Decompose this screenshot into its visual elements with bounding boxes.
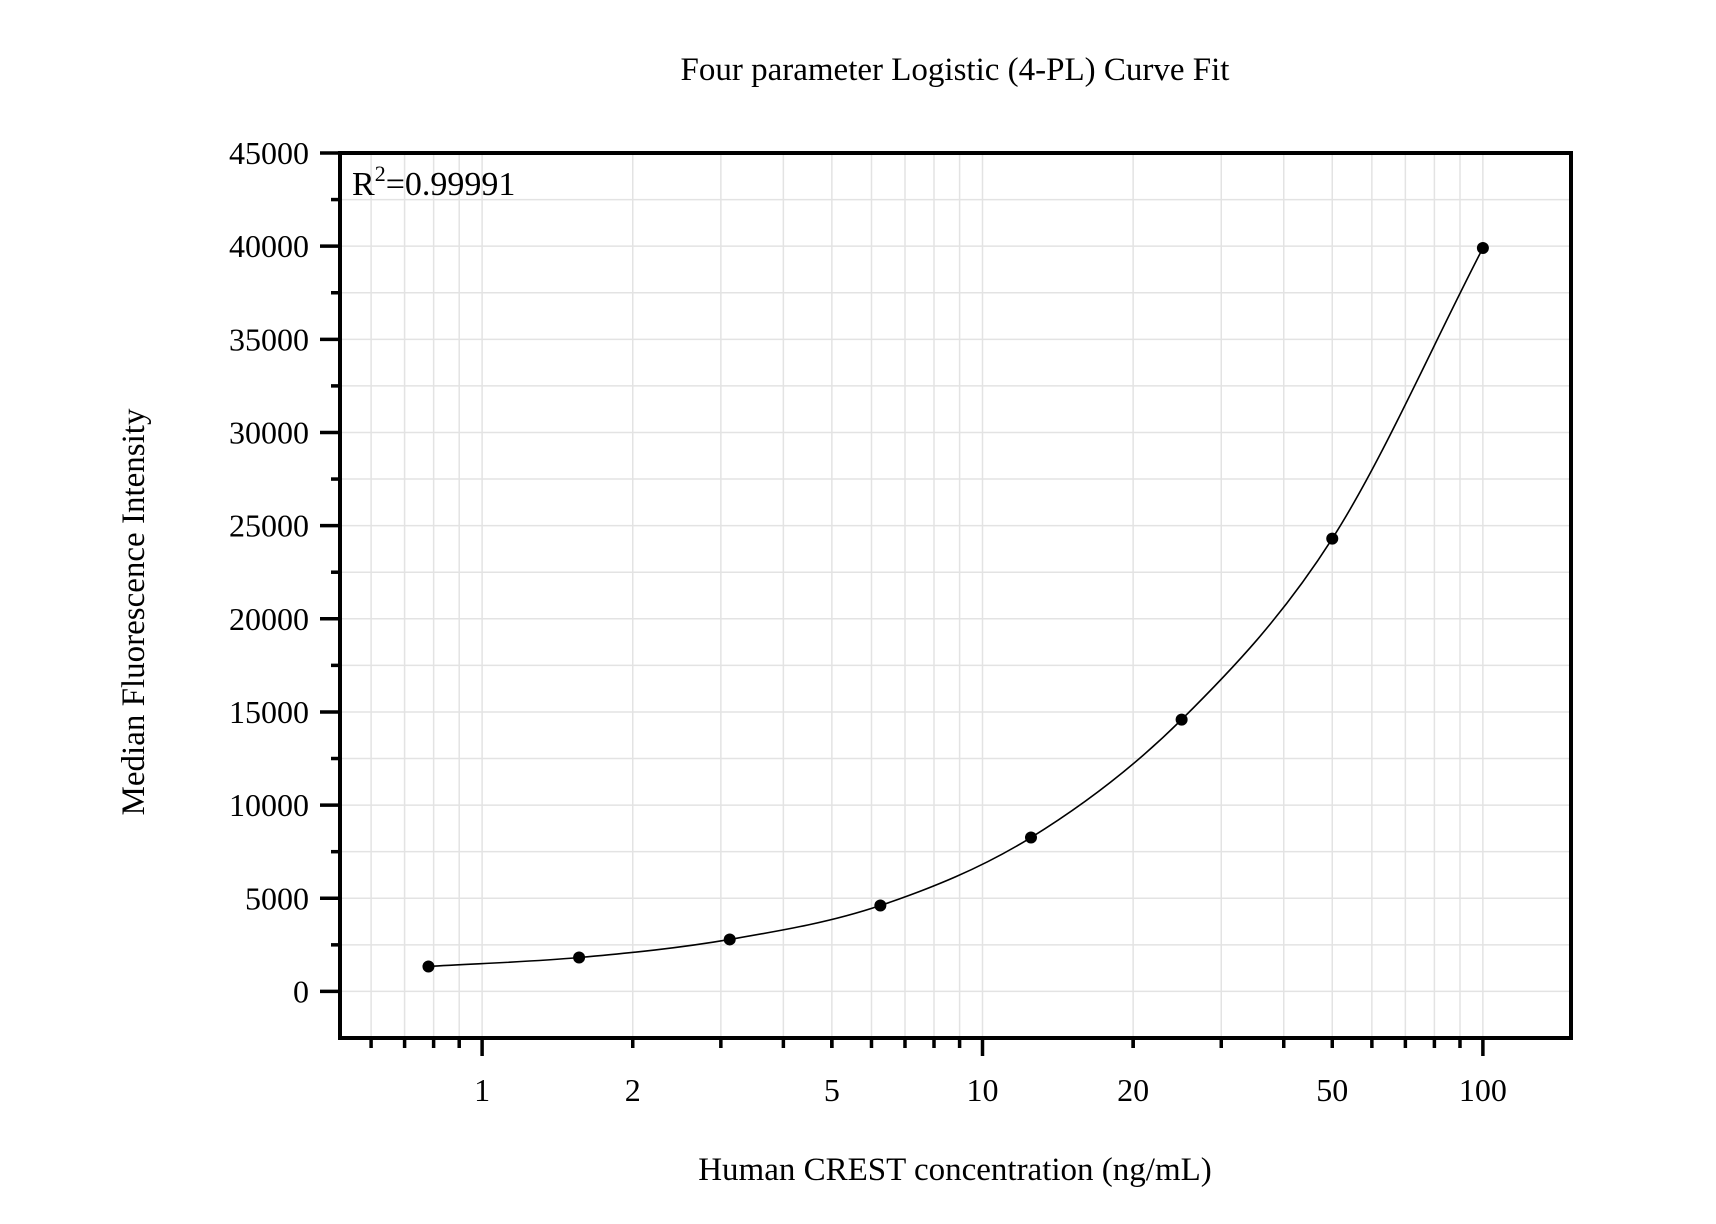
x-tick-label: 10: [966, 1072, 998, 1108]
data-point: [1326, 532, 1339, 545]
data-point: [573, 951, 586, 964]
y-tick-label: 20000: [229, 601, 309, 637]
x-tick-label: 50: [1316, 1072, 1348, 1108]
y-axis-label: Median Fluorescence Intensity: [116, 408, 152, 815]
data-point: [723, 933, 736, 946]
data-point: [874, 899, 887, 912]
y-tick-label: 30000: [229, 414, 309, 450]
r-squared-annotation: R2=0.99991: [352, 161, 515, 203]
y-tick-label: 45000: [229, 135, 309, 171]
x-axis-label: Human CREST concentration (ng/mL): [698, 1152, 1212, 1188]
x-tick-label: 20: [1117, 1072, 1149, 1108]
y-tick-label: 35000: [229, 321, 309, 357]
y-tick-label: 5000: [245, 880, 309, 916]
chart-title: Four parameter Logistic (4-PL) Curve Fit: [681, 52, 1230, 88]
x-tick-label: 100: [1459, 1072, 1507, 1108]
plot-frame: [338, 151, 1573, 1040]
x-tick-label: 2: [625, 1072, 641, 1108]
fit-curve: [428, 247, 1484, 968]
y-tick-label: 15000: [229, 694, 309, 730]
y-axis: 0 5000 10000 15000 20000 25000 30000 35000 40000…: [229, 135, 340, 1009]
y-tick-label: 0: [293, 973, 309, 1009]
x-tick-label: 1: [474, 1072, 490, 1108]
y-tick-label: 40000: [229, 228, 309, 264]
data-point: [1476, 242, 1489, 255]
fit-curve-line: [428, 247, 1484, 968]
data-point: [422, 960, 435, 973]
x-tick-label: 5: [824, 1072, 840, 1108]
grid-lines: [340, 153, 1571, 1038]
data-point: [1024, 831, 1037, 844]
data-points: [422, 242, 1489, 973]
y-tick-label: 10000: [229, 787, 309, 823]
x-axis: 1 2 5 10 20 50 100: [369, 1038, 1507, 1108]
data-point: [1175, 713, 1188, 726]
y-tick-label: 25000: [229, 508, 309, 544]
